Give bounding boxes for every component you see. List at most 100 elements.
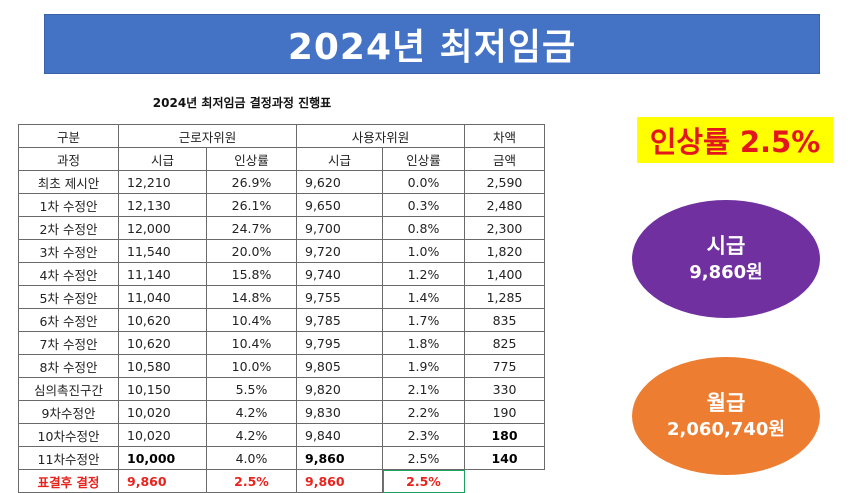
table-body: 구분 근로자위원 사용자위원 차액 과정 시급 인상률 시급 인상률 금액 최초… — [18, 124, 545, 493]
cell-process: 1차 수정안 — [18, 193, 119, 217]
header-workers: 근로자위원 — [118, 124, 297, 148]
cell-difference: 190 — [464, 400, 545, 424]
cell-employers-rate: 1.2% — [382, 262, 465, 286]
cell-employers-rate: 1.8% — [382, 331, 465, 355]
table-row: 3차 수정안 11,540 20.0% 9,720 1.0% 1,820 — [18, 239, 545, 263]
cell-employers-rate: 0.0% — [382, 170, 465, 194]
cell-workers-hourly: 11,140 — [118, 262, 207, 286]
final-cell-empty — [465, 470, 545, 493]
cell-employers-rate: 2.3% — [382, 423, 465, 447]
cell-process: 8차 수정안 — [18, 354, 119, 378]
cell-workers-rate: 10.0% — [206, 354, 297, 378]
cell-employers-hourly: 9,830 — [296, 400, 383, 424]
table-row: 2차 수정안 12,000 24.7% 9,700 0.8% 2,300 — [18, 216, 545, 240]
monthly-wage-value: 2,060,740원 — [667, 419, 785, 440]
cell-process: 3차 수정안 — [18, 239, 119, 263]
cell-workers-hourly: 12,000 — [118, 216, 207, 240]
cell-employers-hourly: 9,740 — [296, 262, 383, 286]
table-title: 2024년 최저임금 결정과정 진행표 — [152, 96, 332, 110]
cell-employers-hourly: 9,795 — [296, 331, 383, 355]
cell-workers-hourly: 10,020 — [118, 423, 207, 447]
cell-employers-hourly: 9,820 — [296, 377, 383, 401]
monthly-wage-label: 월급 — [706, 391, 746, 415]
hourly-wage-value: 9,860원 — [689, 262, 763, 283]
cell-employers-rate: 0.3% — [382, 193, 465, 217]
page-title: 2024년 최저임금 — [287, 27, 577, 68]
cell-workers-rate: 4.2% — [206, 423, 297, 447]
subheader-process: 과정 — [18, 147, 119, 171]
table-row: 6차 수정안 10,620 10.4% 9,785 1.7% 835 — [18, 308, 545, 332]
cell-workers-hourly: 10,620 — [118, 331, 207, 355]
cell-process: 심의촉진구간 — [18, 377, 119, 401]
cell-workers-hourly: 10,020 — [118, 400, 207, 424]
hourly-wage-label: 시급 — [706, 234, 746, 258]
cell-employers-rate: 1.7% — [382, 308, 465, 332]
table-row: 11차수정안 10,000 4.0% 9,860 2.5% 140 — [18, 446, 545, 470]
cell-difference: 2,300 — [464, 216, 545, 240]
cell-employers-hourly: 9,720 — [296, 239, 383, 263]
cell-difference: 835 — [464, 308, 545, 332]
cell-employers-hourly: 9,785 — [296, 308, 383, 332]
cell-employers-rate: 2.2% — [382, 400, 465, 424]
cell-difference: 2,480 — [464, 193, 545, 217]
cell-employers-rate: 0.8% — [382, 216, 465, 240]
cell-employers-rate: 1.4% — [382, 285, 465, 309]
cell-process: 4차 수정안 — [18, 262, 119, 286]
final-cell-workers-rate: 2.5% — [206, 469, 297, 493]
cell-difference: 2,590 — [464, 170, 545, 194]
cell-difference: 1,820 — [464, 239, 545, 263]
subheader-workers-hourly: 시급 — [118, 147, 207, 171]
cell-difference: 775 — [464, 354, 545, 378]
table-row: 최초 제시안 12,210 26.9% 9,620 0.0% 2,590 — [18, 170, 545, 194]
cell-difference: 1,400 — [464, 262, 545, 286]
cell-employers-hourly: 9,650 — [296, 193, 383, 217]
cell-process: 11차수정안 — [18, 446, 119, 470]
cell-workers-hourly: 12,130 — [118, 193, 207, 217]
cell-difference: 180 — [464, 423, 545, 447]
cell-workers-hourly: 10,150 — [118, 377, 207, 401]
table-row: 7차 수정안 10,620 10.4% 9,795 1.8% 825 — [18, 331, 545, 355]
increase-rate-box: 인상률 2.5% — [637, 117, 833, 163]
final-cell-process: 표결후 결정 — [18, 469, 119, 493]
cell-difference: 1,285 — [464, 285, 545, 309]
cell-employers-hourly: 9,860 — [296, 446, 383, 470]
increase-rate-text: 인상률 2.5% — [649, 125, 821, 159]
cell-process: 5차 수정안 — [18, 285, 119, 309]
subheader-employers-rate: 인상률 — [382, 147, 465, 171]
header-employers: 사용자위원 — [296, 124, 465, 148]
cell-employers-rate: 2.1% — [382, 377, 465, 401]
final-decision-row: 표결후 결정 9,860 2.5% 9,860 2.5% — [18, 469, 545, 493]
cell-process: 7차 수정안 — [18, 331, 119, 355]
cell-employers-rate: 1.9% — [382, 354, 465, 378]
sub-header-row: 과정 시급 인상률 시급 인상률 금액 — [18, 147, 545, 171]
header-difference: 차액 — [464, 124, 545, 148]
cell-process: 9차수정안 — [18, 400, 119, 424]
table-row: 5차 수정안 11,040 14.8% 9,755 1.4% 1,285 — [18, 285, 545, 309]
cell-workers-hourly: 11,040 — [118, 285, 207, 309]
cell-process: 2차 수정안 — [18, 216, 119, 240]
cell-process: 10차수정안 — [18, 423, 119, 447]
cell-difference: 330 — [464, 377, 545, 401]
cell-employers-hourly: 9,620 — [296, 170, 383, 194]
wage-negotiation-table: 구분 근로자위원 사용자위원 차액 과정 시급 인상률 시급 인상률 금액 최초… — [18, 124, 545, 493]
group-header-row: 구분 근로자위원 사용자위원 차액 — [18, 124, 545, 148]
cell-workers-hourly: 12,210 — [118, 170, 207, 194]
header-category: 구분 — [18, 124, 119, 148]
subheader-amount: 금액 — [464, 147, 545, 171]
cell-workers-rate: 4.0% — [206, 446, 297, 470]
cell-employers-hourly: 9,755 — [296, 285, 383, 309]
final-cell-employers-rate: 2.5% — [382, 469, 465, 493]
cell-workers-rate: 15.8% — [206, 262, 297, 286]
cell-workers-hourly: 10,000 — [118, 446, 207, 470]
table-row: 1차 수정안 12,130 26.1% 9,650 0.3% 2,480 — [18, 193, 545, 217]
cell-workers-hourly: 10,620 — [118, 308, 207, 332]
table-row: 10차수정안 10,020 4.2% 9,840 2.3% 180 — [18, 423, 545, 447]
cell-workers-rate: 26.9% — [206, 170, 297, 194]
cell-workers-rate: 5.5% — [206, 377, 297, 401]
cell-workers-rate: 26.1% — [206, 193, 297, 217]
cell-employers-hourly: 9,840 — [296, 423, 383, 447]
cell-process: 6차 수정안 — [18, 308, 119, 332]
cell-workers-rate: 4.2% — [206, 400, 297, 424]
table-row: 9차수정안 10,020 4.2% 9,830 2.2% 190 — [18, 400, 545, 424]
subheader-employers-hourly: 시급 — [296, 147, 383, 171]
